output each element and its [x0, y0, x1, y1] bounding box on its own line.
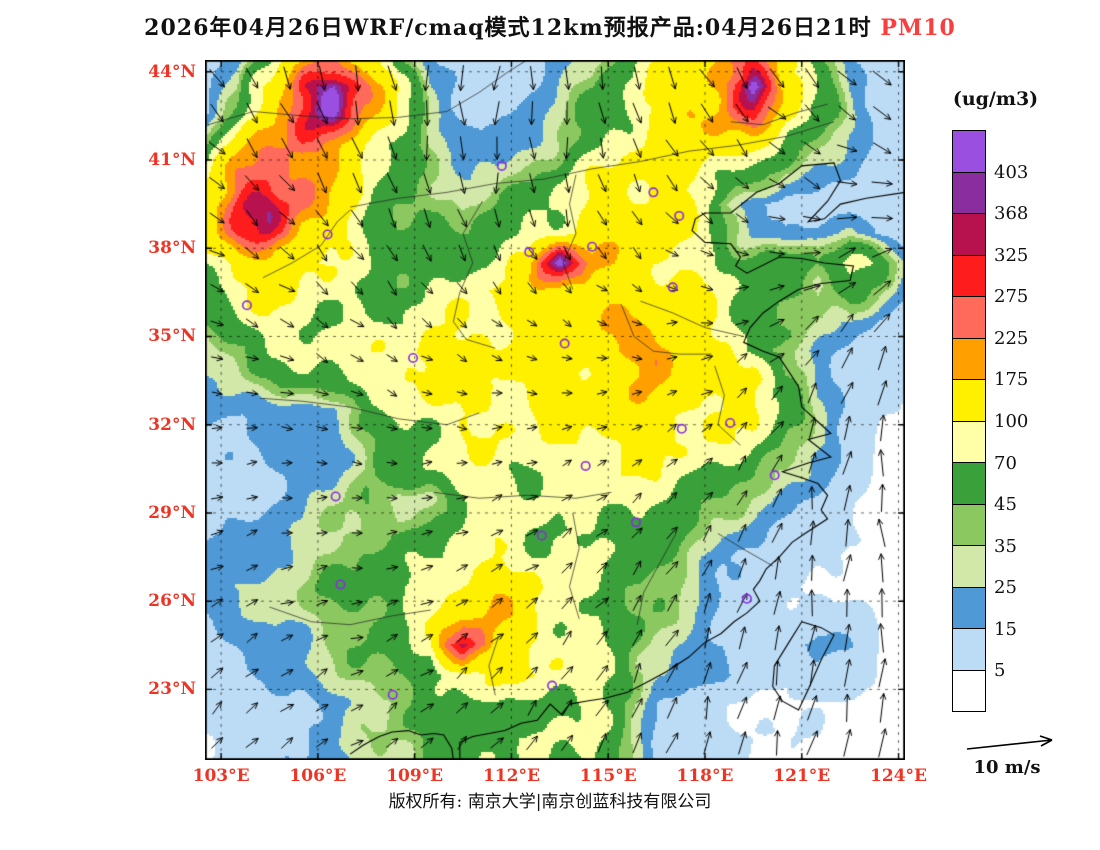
colorbar-tick-label: 368 [994, 203, 1029, 225]
colorbar-cell [953, 463, 985, 505]
colorbar-tick-label: 225 [994, 327, 1029, 349]
colorbar-tick-label: 25 [994, 577, 1017, 599]
pm10-concentration-map [205, 60, 905, 760]
colorbar-cell [953, 421, 985, 463]
colorbar-tick-label: 45 [994, 494, 1017, 516]
colorbar-cell [953, 131, 985, 173]
colorbar-cell [953, 380, 985, 422]
colorbar-tick-label: 175 [994, 369, 1029, 391]
colorbar-tick-label: 100 [994, 411, 1029, 432]
colorbar-tick-label: 275 [994, 286, 1029, 308]
lat-tick-label: 29°N [148, 502, 196, 523]
colorbar-cell [953, 214, 985, 256]
lon-tick-label: 118°E [676, 766, 734, 786]
colorbar-unit-label: (ug/m3) [952, 88, 1039, 110]
colorbar-cell [953, 546, 985, 588]
colorbar-tick-label: 403 [994, 161, 1029, 183]
chart-title-pollutant: PM10 [880, 15, 956, 41]
colorbar-cell [953, 338, 985, 380]
colorbar-tick-label: 15 [994, 618, 1017, 640]
lon-tick-label: 112°E [482, 766, 540, 786]
lon-tick-label: 124°E [870, 766, 928, 786]
lat-tick-label: 32°N [148, 414, 196, 435]
lon-tick-label: 109°E [386, 766, 444, 786]
wind-reference-label: 10 m/s [973, 757, 1041, 778]
colorbar-cell [953, 629, 985, 671]
lon-tick-label: 115°E [579, 766, 637, 786]
colorbar [952, 130, 986, 712]
colorbar-cell [953, 504, 985, 546]
lat-tick-label: 35°N [148, 326, 196, 347]
wind-reference-arrow [966, 735, 1053, 750]
chart-title-text: 2026年04月26日WRF/cmaq模式12km预报产品:04月26日21时 [144, 15, 872, 41]
lat-tick-label: 26°N [148, 591, 196, 612]
lat-tick-label: 41°N [148, 150, 196, 170]
colorbar-tick-label: 325 [994, 244, 1029, 266]
lat-tick-label: 44°N [148, 61, 196, 82]
copyright-footer: 版权所有: 南京大学|南京创蓝科技有限公司 [388, 792, 712, 812]
colorbar-cell [953, 587, 985, 629]
colorbar-cell [953, 255, 985, 297]
colorbar-cell [953, 172, 985, 214]
lat-tick-label: 23°N [148, 679, 196, 700]
lon-tick-label: 103°E [192, 766, 250, 786]
chart-title: 2026年04月26日WRF/cmaq模式12km预报产品:04月26日21时 … [0, 10, 1100, 42]
colorbar-tick-label: 35 [994, 535, 1017, 557]
wind-reference: 10 m/s [922, 731, 1092, 778]
lon-tick-label: 106°E [289, 766, 347, 786]
lon-tick-label: 121°E [773, 766, 831, 786]
colorbar-tick-label: 70 [994, 452, 1017, 474]
colorbar-tick-label: 5 [994, 660, 1006, 682]
colorbar-cell [953, 670, 985, 711]
map-area [205, 60, 905, 760]
colorbar-cell [953, 297, 985, 339]
lat-tick-label: 38°N [148, 238, 196, 259]
